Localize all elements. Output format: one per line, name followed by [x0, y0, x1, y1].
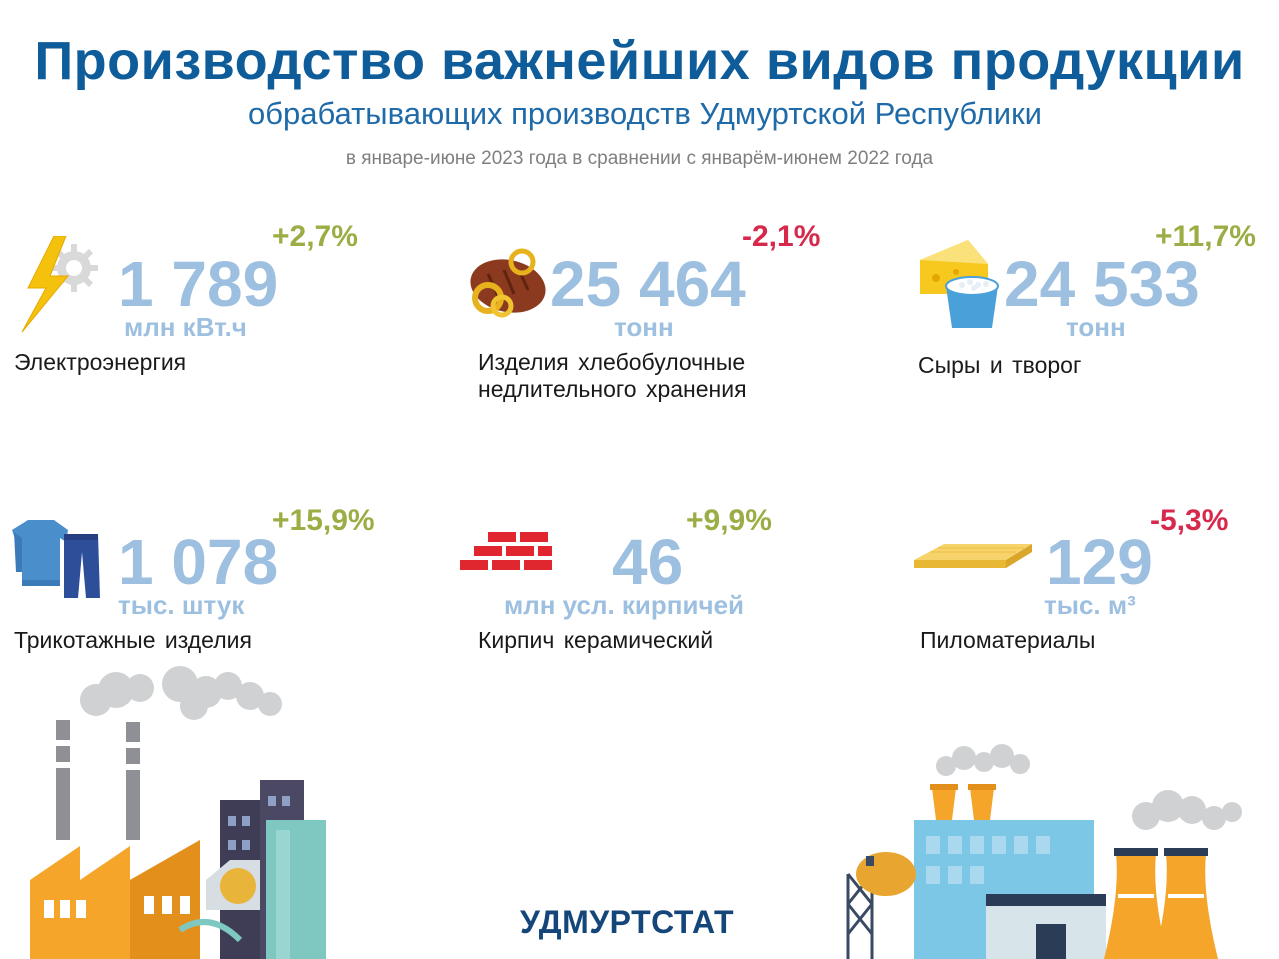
name-knitwear: Трикотажные изделия — [14, 627, 252, 653]
sweater-pants-icon — [12, 520, 100, 598]
period-note: в январе-июне 2023 года в сравнении с ян… — [345, 148, 934, 169]
name-electricity: Электроэнергия — [14, 349, 187, 375]
change-electricity: +2,7% — [272, 220, 358, 253]
factory-illustration-left — [30, 666, 326, 959]
value-bakery: 25 464 — [550, 248, 746, 320]
cheese-curd-icon — [920, 240, 999, 328]
unit-electricity: млн кВт.ч — [124, 312, 247, 342]
change-bakery: -2,1% — [742, 220, 821, 253]
lightning-gear-icon — [21, 236, 98, 333]
unit-bricks: млн усл. кирпичей — [504, 590, 745, 620]
name-bakery-line1: Изделия хлебобулочные — [478, 349, 746, 375]
value-lumber: 129 — [1046, 526, 1153, 598]
page-title: Производство важнейших видов продукции — [34, 31, 1245, 91]
value-bricks: 46 — [612, 526, 684, 598]
lumber-icon — [914, 544, 1032, 568]
bricks-icon — [460, 532, 552, 570]
name-cheese: Сыры и творог — [918, 352, 1082, 378]
change-cheese: +11,7% — [1155, 220, 1256, 253]
value-cheese: 24 533 — [1004, 248, 1200, 320]
unit-knitwear: тыс. штук — [118, 590, 245, 620]
unit-lumber: тыс. м³ — [1044, 590, 1136, 620]
bread-icon — [470, 248, 546, 318]
value-knitwear: 1 078 — [118, 526, 279, 598]
footer-org: УДМУРТСТАТ — [520, 904, 735, 940]
name-lumber: Пиломатериалы — [920, 627, 1096, 653]
name-bakery-line2: недлительного хранения — [478, 376, 747, 402]
name-bricks: Кирпич керамический — [478, 627, 714, 653]
value-electricity: 1 789 — [118, 248, 279, 320]
unit-cheese: тонн — [1066, 312, 1126, 342]
unit-bakery: тонн — [614, 312, 674, 342]
change-lumber: -5,3% — [1150, 504, 1229, 537]
change-bricks: +9,9% — [686, 504, 772, 537]
change-knitwear: +15,9% — [272, 504, 375, 537]
factory-illustration-right — [846, 744, 1242, 959]
page-subtitle: обрабатывающих производств Удмуртской Ре… — [248, 96, 1042, 131]
